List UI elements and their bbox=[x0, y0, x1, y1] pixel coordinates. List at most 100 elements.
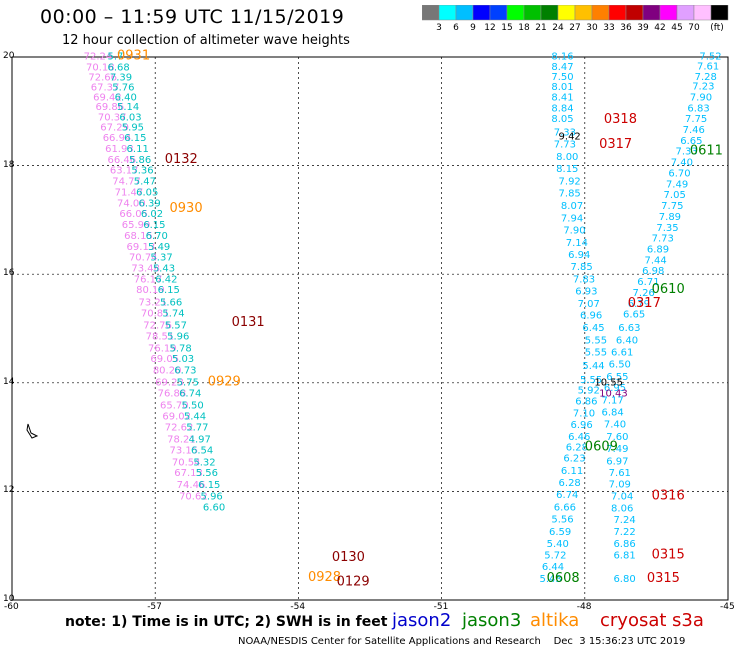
swh-value: 72.24 bbox=[84, 52, 113, 63]
swh-value: 7.52 bbox=[699, 52, 721, 63]
swh-value: 10.43 bbox=[599, 388, 628, 399]
swh-value: 8.07 bbox=[561, 201, 583, 212]
swh-value: 7.75 bbox=[661, 201, 683, 212]
swh-value: 8.84 bbox=[551, 103, 573, 114]
swh-value: 5.14 bbox=[117, 102, 139, 113]
swh-value: 5.56 bbox=[196, 468, 218, 479]
swh-value: 5.74 bbox=[162, 309, 184, 320]
swh-value: 8.16 bbox=[551, 52, 573, 63]
swh-value: 70.37 bbox=[98, 113, 127, 124]
swh-value: 69.13 bbox=[127, 242, 156, 253]
swh-value: 7.49 bbox=[606, 444, 628, 455]
swh-value: 7.61 bbox=[609, 468, 631, 479]
swh-value: 6.15 bbox=[198, 480, 220, 491]
pass-time-label: 0131 bbox=[232, 315, 265, 330]
swh-value: 72.62 bbox=[165, 423, 194, 434]
swh-value: 73.21 bbox=[138, 298, 167, 309]
swh-value: 6.54 bbox=[191, 445, 213, 456]
swh-value: 6.63 bbox=[618, 323, 640, 334]
longitude-label: -54 bbox=[290, 602, 306, 612]
swh-value: 5.03 bbox=[172, 354, 194, 365]
swh-value: 7.75 bbox=[685, 114, 707, 125]
colorbar-label: 30 bbox=[586, 23, 598, 33]
colorbar-label: 18 bbox=[518, 23, 530, 33]
swh-value: 6.05 bbox=[136, 187, 158, 198]
swh-value: 61.93 bbox=[105, 144, 134, 155]
swh-value: 7.94 bbox=[561, 214, 583, 225]
swh-value: 7.92 bbox=[559, 177, 581, 188]
swh-value: 6.40 bbox=[115, 92, 137, 103]
swh-value: 5.49 bbox=[148, 242, 170, 253]
island-coastline bbox=[26, 423, 39, 439]
swh-value: 69.05 bbox=[150, 354, 179, 365]
swh-value: 6.74 bbox=[556, 490, 578, 501]
swh-value: 5.72 bbox=[544, 551, 566, 562]
swh-value: 6.79 bbox=[628, 299, 650, 310]
swh-value: 7.24 bbox=[613, 515, 635, 526]
swh-value: 6.59 bbox=[549, 527, 571, 538]
swh-value: 6.68 bbox=[107, 63, 129, 74]
swh-value: 6.71 bbox=[637, 277, 659, 288]
swh-value: 5.47 bbox=[134, 177, 156, 188]
swh-value: 5.96 bbox=[167, 331, 189, 342]
swh-value: 5.78 bbox=[170, 343, 192, 354]
note-text: note: 1) Time is in UTC; 2) SWH is in fe… bbox=[65, 614, 388, 630]
colorbar-label: 45 bbox=[671, 23, 683, 33]
swh-value: 70.54 bbox=[172, 457, 201, 468]
swh-value: 5.55 bbox=[580, 375, 602, 386]
swh-value: 6.11 bbox=[127, 144, 149, 155]
swh-value: 7.33 bbox=[554, 128, 576, 139]
longitude-label: -60 bbox=[4, 602, 19, 612]
pass-time-label: 0609 bbox=[585, 440, 618, 455]
swh-value: 7.85 bbox=[559, 189, 581, 200]
pass-time-label: 0317 bbox=[599, 137, 632, 152]
swh-value: 66.94 bbox=[103, 133, 132, 144]
pass-time-label: 0132 bbox=[165, 152, 198, 167]
swh-value: 6.81 bbox=[613, 551, 635, 562]
swh-value: 5.7 bbox=[107, 52, 123, 63]
swh-value: 6.89 bbox=[647, 244, 669, 255]
colorbar-label: 27 bbox=[569, 23, 581, 33]
pass-time-label: 0928 bbox=[308, 570, 341, 585]
swh-value: 6.45 bbox=[582, 323, 604, 334]
swh-value: 6.46 bbox=[568, 432, 590, 443]
swh-value: 76.17 bbox=[134, 274, 163, 285]
swh-value: 72.66 bbox=[88, 72, 117, 83]
swh-value: 6.96 bbox=[580, 311, 602, 322]
legend-altika: altika bbox=[530, 610, 580, 631]
swh-value: 7.28 bbox=[695, 72, 717, 83]
longitude-label: -45 bbox=[720, 602, 735, 612]
swh-value: 70.62 bbox=[179, 492, 208, 503]
swh-value: 7.17 bbox=[602, 395, 624, 406]
swh-value: 5.44 bbox=[582, 361, 604, 372]
colorbar-label: 24 bbox=[552, 23, 564, 33]
pass-time-label: 0129 bbox=[337, 574, 370, 589]
swh-value: 76.19 bbox=[148, 343, 177, 354]
swh-value: 8.05 bbox=[551, 114, 573, 125]
swh-value: 5.32 bbox=[193, 457, 215, 468]
colorbar-label: 21 bbox=[535, 23, 547, 33]
legend-jason2: jason2 bbox=[392, 610, 452, 631]
swh-value: 10.55 bbox=[594, 378, 623, 389]
swh-value: 7.89 bbox=[659, 212, 681, 223]
swh-value: 7.35 bbox=[656, 223, 678, 234]
swh-value: 6.98 bbox=[642, 266, 664, 277]
swh-value: 6.55 bbox=[606, 372, 628, 383]
swh-value: 7.40 bbox=[604, 419, 626, 430]
colorbar-label: (ft) bbox=[710, 23, 724, 33]
swh-value: 7.22 bbox=[613, 527, 635, 538]
pass-time-label: 0611 bbox=[690, 144, 723, 159]
legend-jason3: jason3 bbox=[462, 610, 522, 631]
pass-time-label: 0931 bbox=[117, 49, 150, 64]
swh-value: 5.55 bbox=[585, 336, 607, 347]
swh-value: 5.55 bbox=[585, 348, 607, 359]
swh-value: 6.44 bbox=[542, 562, 564, 573]
swh-value: 6.50 bbox=[609, 360, 631, 371]
swh-value: 6.28 bbox=[566, 443, 588, 454]
swh-value: 5.76 bbox=[112, 83, 134, 94]
pass-time-label: 0608 bbox=[547, 571, 580, 586]
map-title: 00:00 – 11:59 UTC 11/15/2019 bbox=[40, 6, 345, 28]
swh-value: 73.15 bbox=[170, 445, 199, 456]
swh-value: 70.81 bbox=[141, 309, 170, 320]
